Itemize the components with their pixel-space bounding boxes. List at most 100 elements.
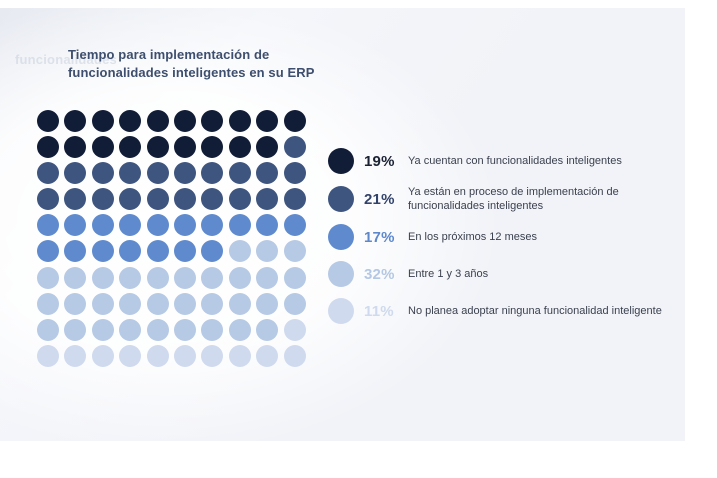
waffle-dot [228, 136, 251, 159]
waffle-dot [146, 292, 169, 315]
legend-color-dot [328, 298, 354, 324]
waffle-dot [201, 188, 224, 211]
waffle-dot [37, 344, 59, 367]
chart-title-line-2: funcionalidades inteligentes en su ERP [68, 65, 315, 80]
waffle-dot [64, 292, 87, 315]
waffle-dot [256, 318, 279, 341]
waffle-dot [64, 136, 87, 159]
waffle-dot [256, 266, 279, 289]
legend-percent: 19% [364, 152, 395, 170]
waffle-dot [228, 266, 251, 289]
waffle-dot [146, 136, 169, 159]
waffle-dot [201, 162, 224, 185]
waffle-dot [37, 266, 59, 289]
waffle-dot [64, 214, 87, 237]
waffle-dot [146, 344, 169, 367]
waffle-dot [64, 240, 87, 263]
waffle-dot [283, 136, 306, 159]
legend-item: 19% Ya cuentan con funcionalidades inteli… [328, 148, 688, 174]
waffle-dot [64, 188, 87, 211]
waffle-dot [37, 136, 59, 159]
chart-title-line-1: Tiempo para implementación de [68, 47, 270, 62]
waffle-dot [201, 110, 224, 132]
waffle-dot [91, 188, 114, 211]
waffle-dot [91, 214, 114, 237]
waffle-dot [119, 318, 142, 341]
waffle-dot [201, 344, 224, 367]
waffle-dot [256, 136, 279, 159]
waffle-dot [173, 292, 196, 315]
waffle-dot [173, 188, 196, 211]
legend-label: Entre 1 y 3 años [408, 268, 489, 280]
legend-color-dot [328, 186, 354, 212]
waffle-dot [228, 162, 251, 185]
waffle-dot [173, 214, 196, 237]
waffle-dot [37, 240, 59, 263]
legend-label: En los próximos 12 meses [408, 231, 537, 243]
legend-label: Ya cuentan con funcionalidades inteligen… [408, 155, 622, 167]
waffle-dot [283, 240, 306, 263]
waffle-dot [37, 318, 59, 341]
waffle-dot [283, 188, 306, 211]
waffle-dot [256, 188, 279, 211]
waffle-dot [146, 110, 169, 132]
waffle-dot [64, 318, 87, 341]
legend-item: 17% En los próximos 12 meses [328, 224, 688, 250]
waffle-dot [256, 162, 279, 185]
legend-percent: 32% [364, 265, 395, 283]
waffle-dot [119, 136, 142, 159]
waffle-grid [37, 110, 306, 367]
legend-color-dot [328, 224, 354, 250]
chart-title: Tiempo para implementación de funcionali… [68, 46, 315, 82]
waffle-dot [256, 344, 279, 367]
waffle-dot [228, 292, 251, 315]
waffle-dot [146, 318, 169, 341]
waffle-dot [201, 318, 224, 341]
waffle-dot [64, 344, 87, 367]
waffle-dot [37, 188, 59, 211]
waffle-dot [228, 318, 251, 341]
legend-color-dot [328, 261, 354, 287]
waffle-dot [173, 344, 196, 367]
waffle-dot [37, 110, 59, 132]
waffle-dot [173, 318, 196, 341]
waffle-dot [201, 136, 224, 159]
waffle-dot [173, 240, 196, 263]
legend: 19% Ya cuentan con funcionalidades inteli… [328, 148, 688, 324]
waffle-dot [283, 110, 306, 132]
waffle-dot [256, 240, 279, 263]
waffle-dot [119, 292, 142, 315]
legend-item: 11% No planea adoptar ninguna funcionalid… [328, 298, 688, 324]
waffle-dot [37, 162, 59, 185]
waffle-dot [228, 110, 251, 132]
waffle-dot [64, 162, 87, 185]
waffle-dot [119, 214, 142, 237]
waffle-dot [146, 214, 169, 237]
waffle-dot [173, 136, 196, 159]
waffle-dot [228, 188, 251, 211]
waffle-dot [283, 292, 306, 315]
legend-percent: 21% [364, 190, 395, 208]
legend-label: No planea adoptar ninguna funcionalidad … [408, 305, 662, 317]
waffle-dot [64, 266, 87, 289]
waffle-dot [201, 214, 224, 237]
waffle-dot [91, 266, 114, 289]
waffle-dot [91, 110, 114, 132]
waffle-dot [91, 318, 114, 341]
waffle-dot [283, 162, 306, 185]
waffle-dot [91, 292, 114, 315]
waffle-dot [173, 110, 196, 132]
legend-label: Ya están en proceso de implementación de… [408, 186, 619, 212]
waffle-dot [146, 162, 169, 185]
waffle-dot [146, 240, 169, 263]
waffle-dot [201, 292, 224, 315]
legend-item: 21% Ya están en proceso de implementación… [328, 185, 688, 213]
waffle-dot [256, 214, 279, 237]
waffle-dot [228, 214, 251, 237]
legend-percent: 11% [364, 302, 394, 320]
waffle-dot [146, 188, 169, 211]
waffle-dot [91, 162, 114, 185]
waffle-dot [201, 266, 224, 289]
waffle-dot [37, 292, 59, 315]
waffle-dot [119, 266, 142, 289]
